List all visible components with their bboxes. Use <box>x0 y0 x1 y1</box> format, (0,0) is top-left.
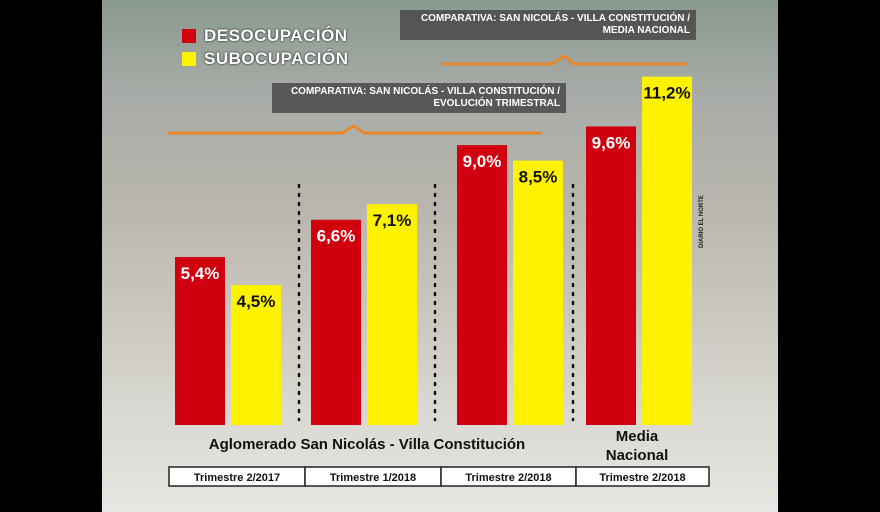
bar-subocupacion-3 <box>513 160 563 425</box>
banner-national-comparison: COMPARATIVA: SAN NICOLÁS - VILLA CONSTIT… <box>400 10 696 40</box>
category-label-3: Trimestre 2/2018 <box>465 472 551 484</box>
legend-label-desocupacion: DESOCUPACIÓN <box>204 26 348 45</box>
banner-mid-line2: EVOLUCIÓN TRIMESTRAL <box>433 98 560 109</box>
data-label-subocupacion-2: 7,1% <box>373 211 412 230</box>
category-label-4: Trimestre 2/2018 <box>599 472 685 484</box>
category-label-2: Trimestre 1/2018 <box>330 472 416 484</box>
category-box-4 <box>575 466 710 487</box>
bar-subocupacion-4 <box>642 76 692 426</box>
bar-desocupacion-4 <box>586 126 636 425</box>
banner-mid-line1: COMPARATIVA: SAN NICOLÁS - VILLA CONSTIT… <box>290 86 560 97</box>
unemployment-chart: 5,4% 6,6% 9,0% 9,6% 4,5% 7,1% 8,5% 11,2% Aglomer… <box>168 54 710 487</box>
banner-top-line1: COMPARATIVA: SAN NICOLÁS - VILLA CONSTIT… <box>420 13 690 24</box>
data-label-subocupacion-1: 4,5% <box>237 292 276 311</box>
group-label-nacional: Nacional <box>606 447 669 464</box>
credit-text: DIARIO EL NORTE <box>699 195 705 248</box>
bar-desocupacion-1 <box>175 257 225 425</box>
legend-swatch-red <box>182 29 196 43</box>
bar-desocupacion-3 <box>457 145 507 425</box>
bar-subocupacion-2 <box>367 204 417 425</box>
data-label-desocupacion-1: 5,4% <box>181 264 220 283</box>
legend-desocupacion: DESOCUPACIÓN <box>182 26 348 46</box>
chart-frame: 5,4% 6,6% 9,0% 9,6% 4,5% 7,1% 8,5% 11,2% Aglomer… <box>102 0 778 512</box>
banner-top-line2: MEDIA NACIONAL <box>602 25 690 36</box>
legend-label-subocupacion: SUBOCUPACIÓN <box>204 49 349 68</box>
data-label-desocupacion-3: 9,0% <box>463 152 502 171</box>
group-label-aglomerado: Aglomerado San Nicolás - Villa Constituc… <box>209 436 525 453</box>
banner-quarterly-evolution: COMPARATIVA: SAN NICOLÁS - VILLA CONSTIT… <box>272 83 566 113</box>
data-label-subocupacion-4: 11,2% <box>643 84 690 103</box>
bar-desocupacion-2 <box>311 219 361 425</box>
data-label-desocupacion-2: 6,6% <box>317 227 356 246</box>
orange-rule-top <box>442 54 687 66</box>
bar-subocupacion-1 <box>231 285 281 425</box>
orange-rule-mid <box>168 124 542 135</box>
legend-swatch-yellow <box>182 52 196 66</box>
data-label-subocupacion-3: 8,5% <box>519 168 558 187</box>
legend-subocupacion: SUBOCUPACIÓN <box>182 49 349 69</box>
group-label-media: Media <box>616 428 659 445</box>
data-label-desocupacion-4: 9,6% <box>592 133 631 152</box>
category-label-1: Trimestre 2/2017 <box>194 472 280 484</box>
